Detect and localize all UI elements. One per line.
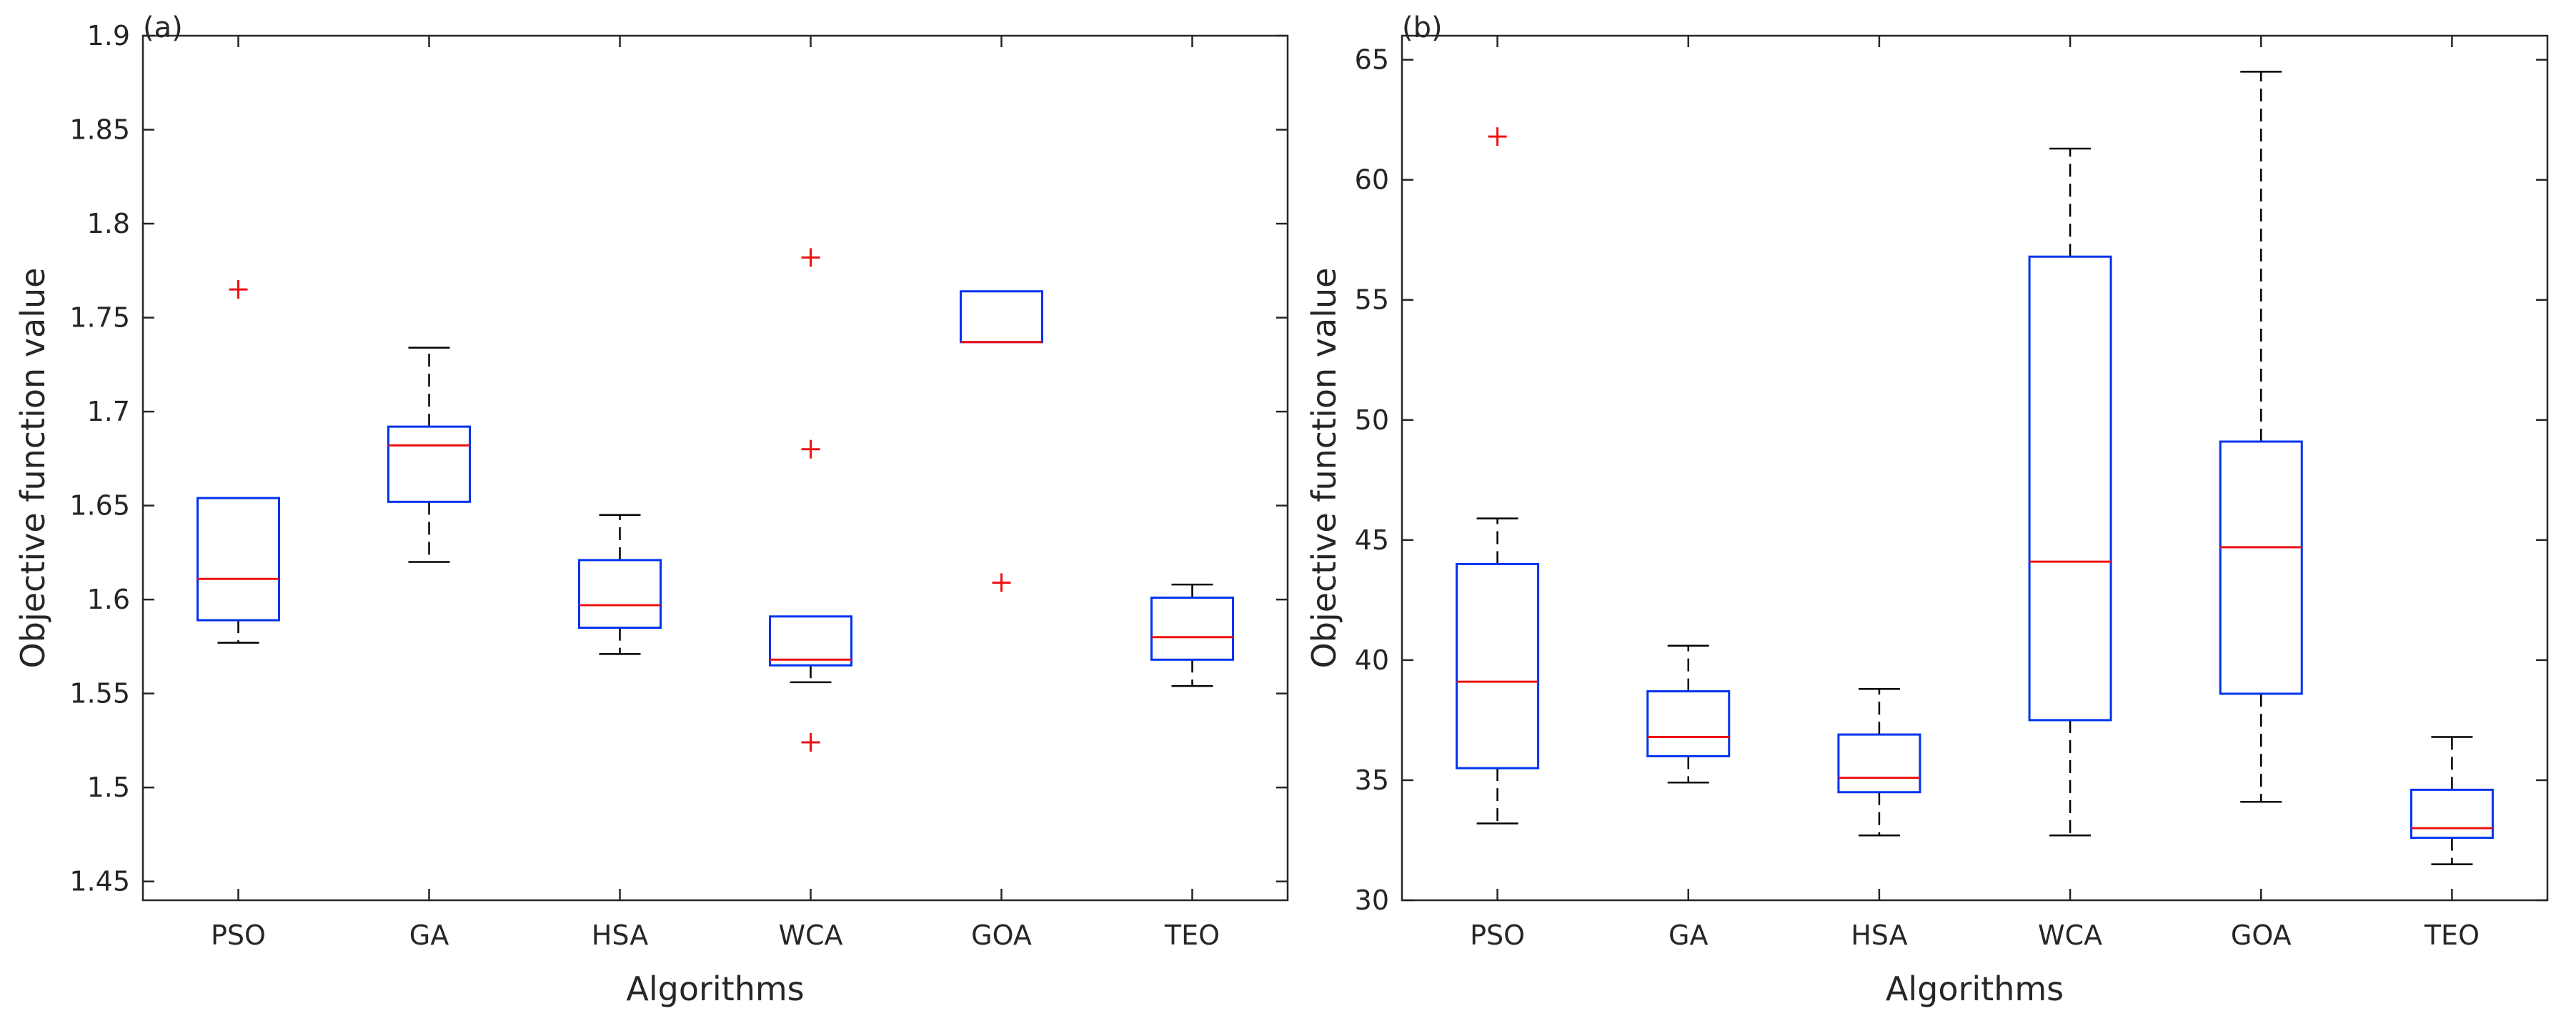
y-tick-label: 40	[1355, 644, 1389, 676]
x-tick-label: WCA	[2038, 920, 2102, 951]
y-tick-label: 1.7	[87, 396, 130, 427]
x-tick-label: PSO	[211, 920, 266, 951]
x-axis-title: Algorithms	[1886, 970, 2064, 1008]
panel-label: (b)	[1402, 11, 1443, 44]
y-tick-label: 50	[1355, 404, 1389, 436]
y-tick-label: 45	[1355, 524, 1389, 556]
box-goa	[2219, 440, 2303, 695]
y-tick-label: 1.6	[87, 584, 130, 615]
outlier-marker	[229, 280, 248, 299]
y-tick-label: 1.55	[69, 678, 130, 709]
y-tick-label: 1.45	[69, 866, 130, 897]
y-tick-label: 55	[1355, 284, 1389, 316]
box-ga	[1646, 690, 1731, 757]
box-pso	[1456, 562, 1540, 770]
box-wca	[769, 615, 852, 667]
panel-label: (a)	[143, 11, 183, 44]
box-hsa	[578, 559, 662, 629]
x-tick-label: GOA	[2231, 920, 2292, 951]
x-axis-title: Algorithms	[626, 970, 804, 1008]
box-ga	[387, 425, 471, 503]
box-teo	[1150, 597, 1234, 661]
panel-b: 30 35 40 45 50 55 60 65 PSO GA HSA WCA GOA TEO Algorit…	[1305, 11, 2549, 1008]
outlier-marker	[801, 733, 820, 752]
y-tick-label: 1.85	[69, 114, 130, 146]
x-tick-label: HSA	[592, 920, 648, 951]
x-tick-label: HSA	[1851, 920, 1907, 951]
x-tick-label: WCA	[778, 920, 842, 951]
x-tick-label: GA	[409, 920, 449, 951]
outlier-marker	[801, 248, 820, 267]
x-tick-label: GA	[1669, 920, 1708, 951]
y-tick-label: 60	[1355, 164, 1389, 196]
box-pso	[197, 497, 280, 622]
x-tick-label: TEO	[1164, 920, 1220, 951]
box-wca	[2028, 255, 2112, 722]
y-tick-label: 1.9	[87, 20, 130, 51]
box-teo	[2410, 788, 2494, 840]
outlier-marker	[1488, 127, 1507, 146]
axes-frame	[1401, 34, 2549, 902]
x-tick-label: GOA	[971, 920, 1032, 951]
x-tick-label: PSO	[1470, 920, 1525, 951]
y-tick-label: 65	[1355, 44, 1389, 76]
y-tick-label: 1.8	[87, 208, 130, 239]
y-tick-label: 30	[1355, 885, 1389, 916]
box-goa	[960, 290, 1043, 344]
y-axis-title: Objective function value	[14, 268, 52, 669]
axes-frame	[141, 34, 1289, 902]
y-tick-label: 1.5	[87, 772, 130, 803]
y-axis-title: Objective function value	[1305, 268, 1343, 669]
box-hsa	[1837, 733, 1921, 794]
outlier-marker	[801, 439, 820, 459]
y-tick-label: 35	[1355, 764, 1389, 796]
outlier-marker	[992, 573, 1011, 592]
y-tick-label: 1.65	[69, 490, 130, 522]
y-tick-label: 1.75	[69, 302, 130, 334]
x-tick-label: TEO	[2424, 920, 2480, 951]
panel-a: 1.45 1.5 1.55 1.6 1.65 1.7 1.75 1.8 1.85 1.9 PSO GA…	[14, 11, 1289, 1008]
